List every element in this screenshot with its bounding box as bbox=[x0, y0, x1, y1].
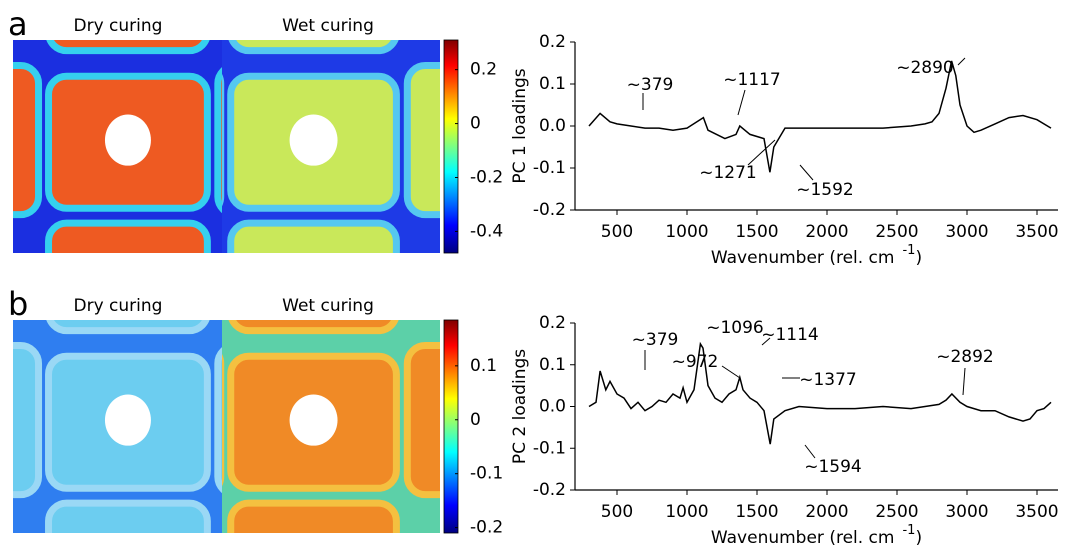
annotation: ~2890 bbox=[896, 58, 954, 78]
annotation: ~1117 bbox=[723, 70, 781, 90]
cell-wall bbox=[228, 320, 399, 335]
colorbar-tick-label: -0.2 bbox=[470, 168, 503, 188]
image-label: Wet curing bbox=[282, 16, 374, 36]
cell-wall bbox=[45, 219, 211, 253]
colorbar bbox=[443, 319, 459, 534]
x-axis-label: Wavenumber (rel. cm -1) bbox=[711, 243, 922, 269]
micrograph bbox=[13, 320, 222, 533]
spectrum-line bbox=[588, 60, 1052, 173]
x-axis-label-text: Wavenumber (rel. cm bbox=[711, 528, 895, 548]
x-tick-label: 2000 bbox=[805, 222, 848, 242]
x-tick-label: 3500 bbox=[1015, 502, 1058, 522]
annotation: ~2892 bbox=[936, 347, 994, 367]
micrograph bbox=[222, 320, 440, 533]
annotation: ~379 bbox=[627, 75, 674, 95]
image-label: Wet curing bbox=[282, 296, 374, 316]
colorbar-tick-label: -0.2 bbox=[470, 518, 503, 538]
cell-wall bbox=[13, 62, 43, 219]
colorbar-tick-label: -0.4 bbox=[470, 221, 503, 241]
colorbar-tick-label: 0 bbox=[470, 410, 481, 430]
x-tick-label: 500 bbox=[601, 222, 633, 242]
annotation: ~1114 bbox=[761, 325, 819, 345]
cell-wall bbox=[46, 40, 210, 55]
x-axis-label-text: Wavenumber (rel. cm bbox=[711, 248, 895, 268]
cell-wall bbox=[45, 499, 211, 533]
x-tick-label: 1000 bbox=[665, 222, 708, 242]
annotation: ~1592 bbox=[796, 180, 854, 200]
x-tick-label: 2500 bbox=[875, 502, 918, 522]
y-axis-label: PC 2 loadings bbox=[510, 349, 530, 464]
lumen bbox=[104, 394, 151, 446]
lumen bbox=[289, 114, 338, 166]
cell-wall bbox=[13, 342, 43, 499]
cell-wall bbox=[403, 342, 440, 499]
y-tick-label: 0.0 bbox=[539, 116, 566, 136]
annotation: ~1271 bbox=[699, 163, 757, 183]
colorbar-tick-label: 0 bbox=[470, 114, 481, 134]
x-tick-label: 2500 bbox=[875, 222, 918, 242]
y-tick-label: -0.2 bbox=[533, 200, 566, 220]
lumen bbox=[289, 394, 338, 446]
annotation-leader bbox=[962, 367, 966, 396]
x-axis-label-superscript: -1 bbox=[902, 523, 915, 538]
x-axis-label-superscript: -1 bbox=[902, 243, 915, 258]
lumen bbox=[104, 114, 151, 166]
y-tick-label: -0.1 bbox=[533, 158, 566, 178]
cell-wall bbox=[46, 320, 210, 335]
image-label: Dry curing bbox=[74, 16, 163, 36]
cell-wall bbox=[227, 219, 400, 253]
x-axis-label-text: ) bbox=[915, 248, 922, 268]
image-label: Dry curing bbox=[74, 296, 163, 316]
annotation-leader bbox=[737, 89, 746, 116]
x-tick-label: 1000 bbox=[665, 502, 708, 522]
annotation-leader bbox=[804, 444, 816, 459]
y-tick-label: 0.1 bbox=[539, 74, 566, 94]
annotation-leader bbox=[957, 57, 966, 66]
cell-wall bbox=[227, 499, 400, 533]
y-tick-label: 0.2 bbox=[539, 32, 566, 52]
x-tick-label: 3000 bbox=[945, 222, 988, 242]
y-tick-label: -0.1 bbox=[533, 438, 566, 458]
y-tick-label: 0.1 bbox=[539, 355, 566, 375]
annotation-leader bbox=[799, 164, 814, 181]
y-tick-label: 0.2 bbox=[539, 313, 566, 333]
x-tick-label: 2000 bbox=[805, 502, 848, 522]
x-tick-label: 3000 bbox=[945, 502, 988, 522]
y-axis-label: PC 1 loadings bbox=[510, 68, 530, 183]
x-axis-label-text: ) bbox=[915, 528, 922, 548]
x-tick-label: 1500 bbox=[735, 502, 778, 522]
annotation: ~1377 bbox=[799, 370, 857, 390]
colorbar-tick-label: 0.2 bbox=[470, 60, 497, 80]
annotation: ~1096 bbox=[706, 318, 764, 338]
colorbar-tick-label: 0.1 bbox=[470, 356, 497, 376]
x-tick-label: 3500 bbox=[1015, 222, 1058, 242]
x-axis-label: Wavenumber (rel. cm -1) bbox=[711, 523, 922, 549]
annotation-leader bbox=[747, 139, 776, 166]
colorbar bbox=[443, 39, 459, 254]
annotation-leader bbox=[761, 337, 771, 346]
micrograph bbox=[222, 40, 440, 253]
cell-wall bbox=[403, 62, 440, 219]
panel-label: a bbox=[8, 5, 28, 43]
annotation: ~379 bbox=[632, 330, 679, 350]
cell-wall bbox=[214, 347, 222, 494]
x-tick-label: 500 bbox=[601, 502, 633, 522]
y-tick-label: 0.0 bbox=[539, 397, 566, 417]
y-tick-label: -0.2 bbox=[533, 480, 566, 500]
cell-wall bbox=[214, 67, 222, 214]
annotation: ~1594 bbox=[804, 457, 862, 477]
cell-wall bbox=[228, 40, 399, 55]
panel-label: b bbox=[8, 285, 28, 323]
x-tick-label: 1500 bbox=[735, 222, 778, 242]
micrograph bbox=[13, 40, 222, 253]
annotation-leader bbox=[721, 365, 741, 379]
colorbar-tick-label: -0.1 bbox=[470, 464, 503, 484]
annotation: ~972 bbox=[672, 352, 719, 372]
